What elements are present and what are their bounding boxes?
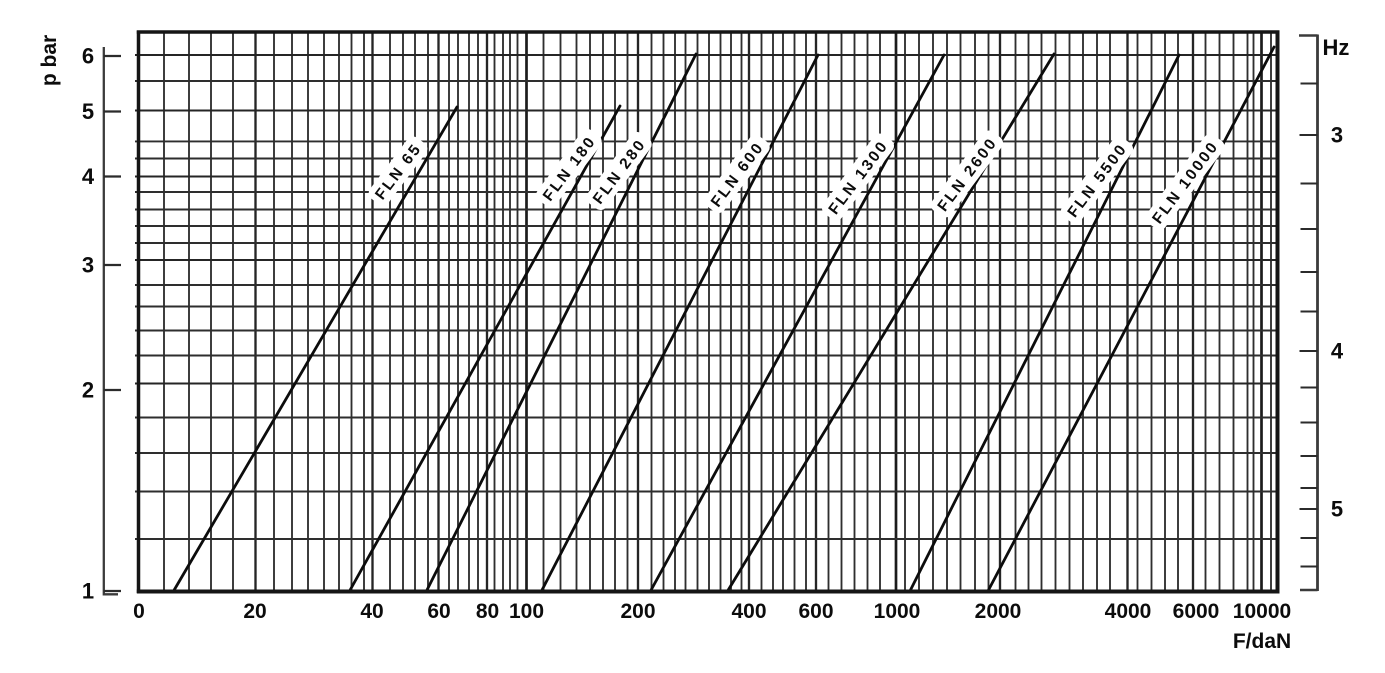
svg-text:60: 60 — [427, 600, 450, 623]
svg-text:20: 20 — [243, 600, 266, 623]
svg-text:600: 600 — [798, 600, 833, 623]
svg-text:10000: 10000 — [1233, 600, 1291, 623]
svg-text:2000: 2000 — [975, 600, 1022, 623]
svg-text:4: 4 — [82, 164, 95, 189]
svg-text:6000: 6000 — [1173, 600, 1220, 623]
svg-text:200: 200 — [620, 600, 655, 623]
svg-text:p bar: p bar — [38, 35, 61, 86]
svg-text:1: 1 — [82, 579, 94, 604]
svg-text:40: 40 — [360, 600, 383, 623]
svg-text:80: 80 — [476, 600, 499, 623]
svg-text:100: 100 — [509, 600, 544, 623]
svg-text:5: 5 — [1331, 497, 1343, 522]
svg-text:3: 3 — [82, 253, 94, 278]
svg-text:400: 400 — [731, 600, 766, 623]
svg-text:Hz: Hz — [1323, 35, 1350, 60]
svg-text:0: 0 — [133, 600, 145, 623]
svg-text:4000: 4000 — [1105, 600, 1152, 623]
svg-text:4: 4 — [1331, 339, 1344, 364]
svg-text:F/daN: F/daN — [1233, 630, 1291, 653]
svg-text:3: 3 — [1331, 123, 1343, 148]
svg-text:2: 2 — [82, 378, 94, 403]
svg-text:5: 5 — [82, 99, 94, 124]
svg-text:6: 6 — [82, 44, 94, 69]
svg-text:1000: 1000 — [874, 600, 921, 623]
